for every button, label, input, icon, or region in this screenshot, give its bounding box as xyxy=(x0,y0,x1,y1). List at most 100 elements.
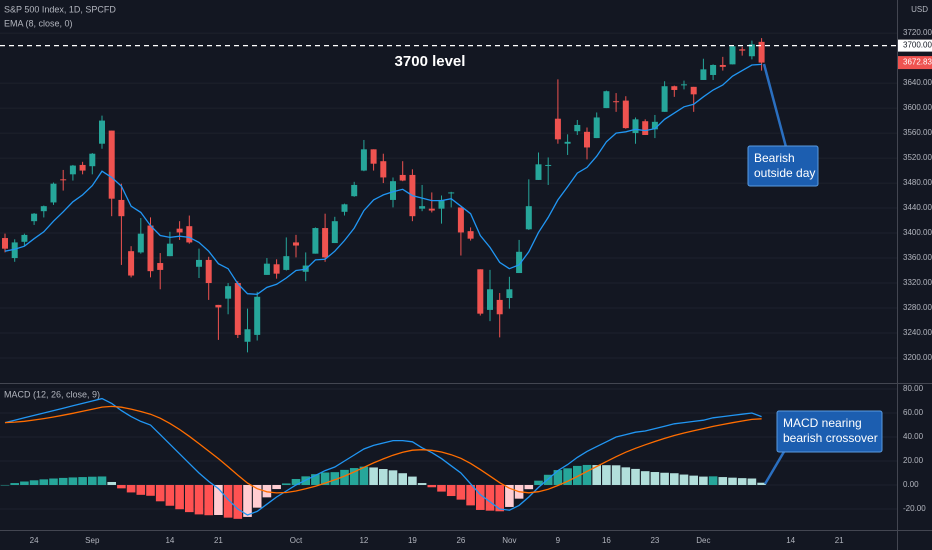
candle-body xyxy=(263,263,270,275)
candle-body xyxy=(399,174,406,181)
candle-body xyxy=(448,192,455,194)
candle-body xyxy=(525,206,532,230)
histogram-bar xyxy=(252,484,262,508)
candle-body xyxy=(99,120,105,144)
histogram-bar xyxy=(437,484,446,492)
histogram-bar xyxy=(340,469,349,485)
histogram-bar xyxy=(359,466,369,485)
y-tick-label: 3400.00 xyxy=(903,228,932,237)
candle-body xyxy=(137,233,144,253)
histogram-bar xyxy=(757,482,766,485)
candle-body xyxy=(254,296,261,335)
candle-body xyxy=(710,64,717,75)
candle-body xyxy=(118,199,125,217)
histogram-bar xyxy=(320,472,330,485)
candle-body xyxy=(438,199,445,209)
histogram-bar xyxy=(49,478,58,485)
candle-body xyxy=(690,86,697,95)
histogram-bar xyxy=(29,480,39,485)
candle-body xyxy=(312,228,319,254)
line-series xyxy=(4,63,762,295)
histogram-bar xyxy=(388,470,398,485)
candle-body xyxy=(370,149,377,164)
candle-body xyxy=(147,225,154,272)
y-tick-label: 60.00 xyxy=(903,408,924,417)
y-tick-label: 20.00 xyxy=(903,456,924,465)
candle-body xyxy=(603,91,610,109)
candle-body xyxy=(681,84,687,86)
level-annotation: 3700 level xyxy=(395,53,466,70)
histogram-bar xyxy=(68,477,78,485)
candle-body xyxy=(428,208,435,211)
candle-body xyxy=(545,164,552,166)
y-tick-label: 3560.00 xyxy=(903,128,932,137)
candle-body xyxy=(234,283,241,335)
level-label-box xyxy=(898,39,932,52)
last-price-label: 3672.83 xyxy=(903,58,932,67)
candle-body xyxy=(322,228,329,258)
histogram-bar xyxy=(282,483,291,485)
candle-body xyxy=(642,121,649,135)
histogram-bar xyxy=(640,471,650,485)
histogram-bar xyxy=(485,484,495,511)
histogram-bar xyxy=(10,483,19,485)
candle-body xyxy=(21,234,28,242)
histogram-bar xyxy=(39,479,49,485)
last-price-box xyxy=(898,56,932,70)
histogram-bar xyxy=(631,468,640,485)
x-tick-label: 19 xyxy=(408,536,417,545)
candle-body xyxy=(196,259,202,267)
callout-box xyxy=(776,410,883,453)
histogram-bar xyxy=(155,484,165,502)
macd-legend: MACD (12, 26, close, 9) xyxy=(4,389,100,399)
histogram-bar xyxy=(0,484,10,486)
y-tick-label: 3440.00 xyxy=(903,203,932,212)
histogram-bar xyxy=(699,476,708,485)
histogram-bar xyxy=(398,473,407,485)
histogram-bar xyxy=(417,483,427,485)
candle-body xyxy=(671,86,678,90)
candle-body xyxy=(419,206,426,209)
histogram-bar xyxy=(233,484,243,519)
histogram-bar xyxy=(708,476,718,485)
histogram-bar xyxy=(543,474,553,485)
histogram-bar xyxy=(446,484,456,497)
histogram-bar xyxy=(185,484,194,513)
histogram-bar xyxy=(582,464,592,485)
histogram-bar xyxy=(175,484,184,510)
candle-body xyxy=(225,286,232,299)
candle-body xyxy=(739,49,746,51)
callout-text: Bearish xyxy=(754,151,795,165)
x-tick-label: 26 xyxy=(456,536,465,545)
candle-body xyxy=(574,124,581,132)
histogram-bar xyxy=(311,474,320,485)
histogram-bar xyxy=(495,484,504,512)
histogram-bar xyxy=(621,467,631,485)
candle-body xyxy=(496,299,503,315)
candle-body xyxy=(128,251,135,276)
x-tick-label: 23 xyxy=(650,536,659,545)
candle-body xyxy=(632,119,639,134)
candle-body xyxy=(176,228,183,233)
x-tick-label: 14 xyxy=(786,536,795,545)
histogram-bar xyxy=(524,484,534,490)
candle-body xyxy=(477,269,484,314)
candle-body xyxy=(273,264,280,274)
y-tick-label: -20.00 xyxy=(903,504,926,513)
histogram-bar xyxy=(97,476,107,485)
line-series xyxy=(4,405,762,494)
histogram-bar xyxy=(456,484,466,500)
y-tick-label: 3320.00 xyxy=(903,278,932,287)
candle-body xyxy=(622,100,629,129)
candle-body xyxy=(613,101,620,103)
candle-body xyxy=(89,153,96,167)
histogram-bar xyxy=(214,484,223,515)
histogram-bar xyxy=(194,484,204,515)
histogram-bar xyxy=(408,476,417,485)
y-tick-label: 40.00 xyxy=(903,432,924,441)
candle-body xyxy=(166,243,173,257)
ema-legend: EMA (8, close, 0) xyxy=(4,18,73,28)
histogram-bar xyxy=(679,474,689,485)
